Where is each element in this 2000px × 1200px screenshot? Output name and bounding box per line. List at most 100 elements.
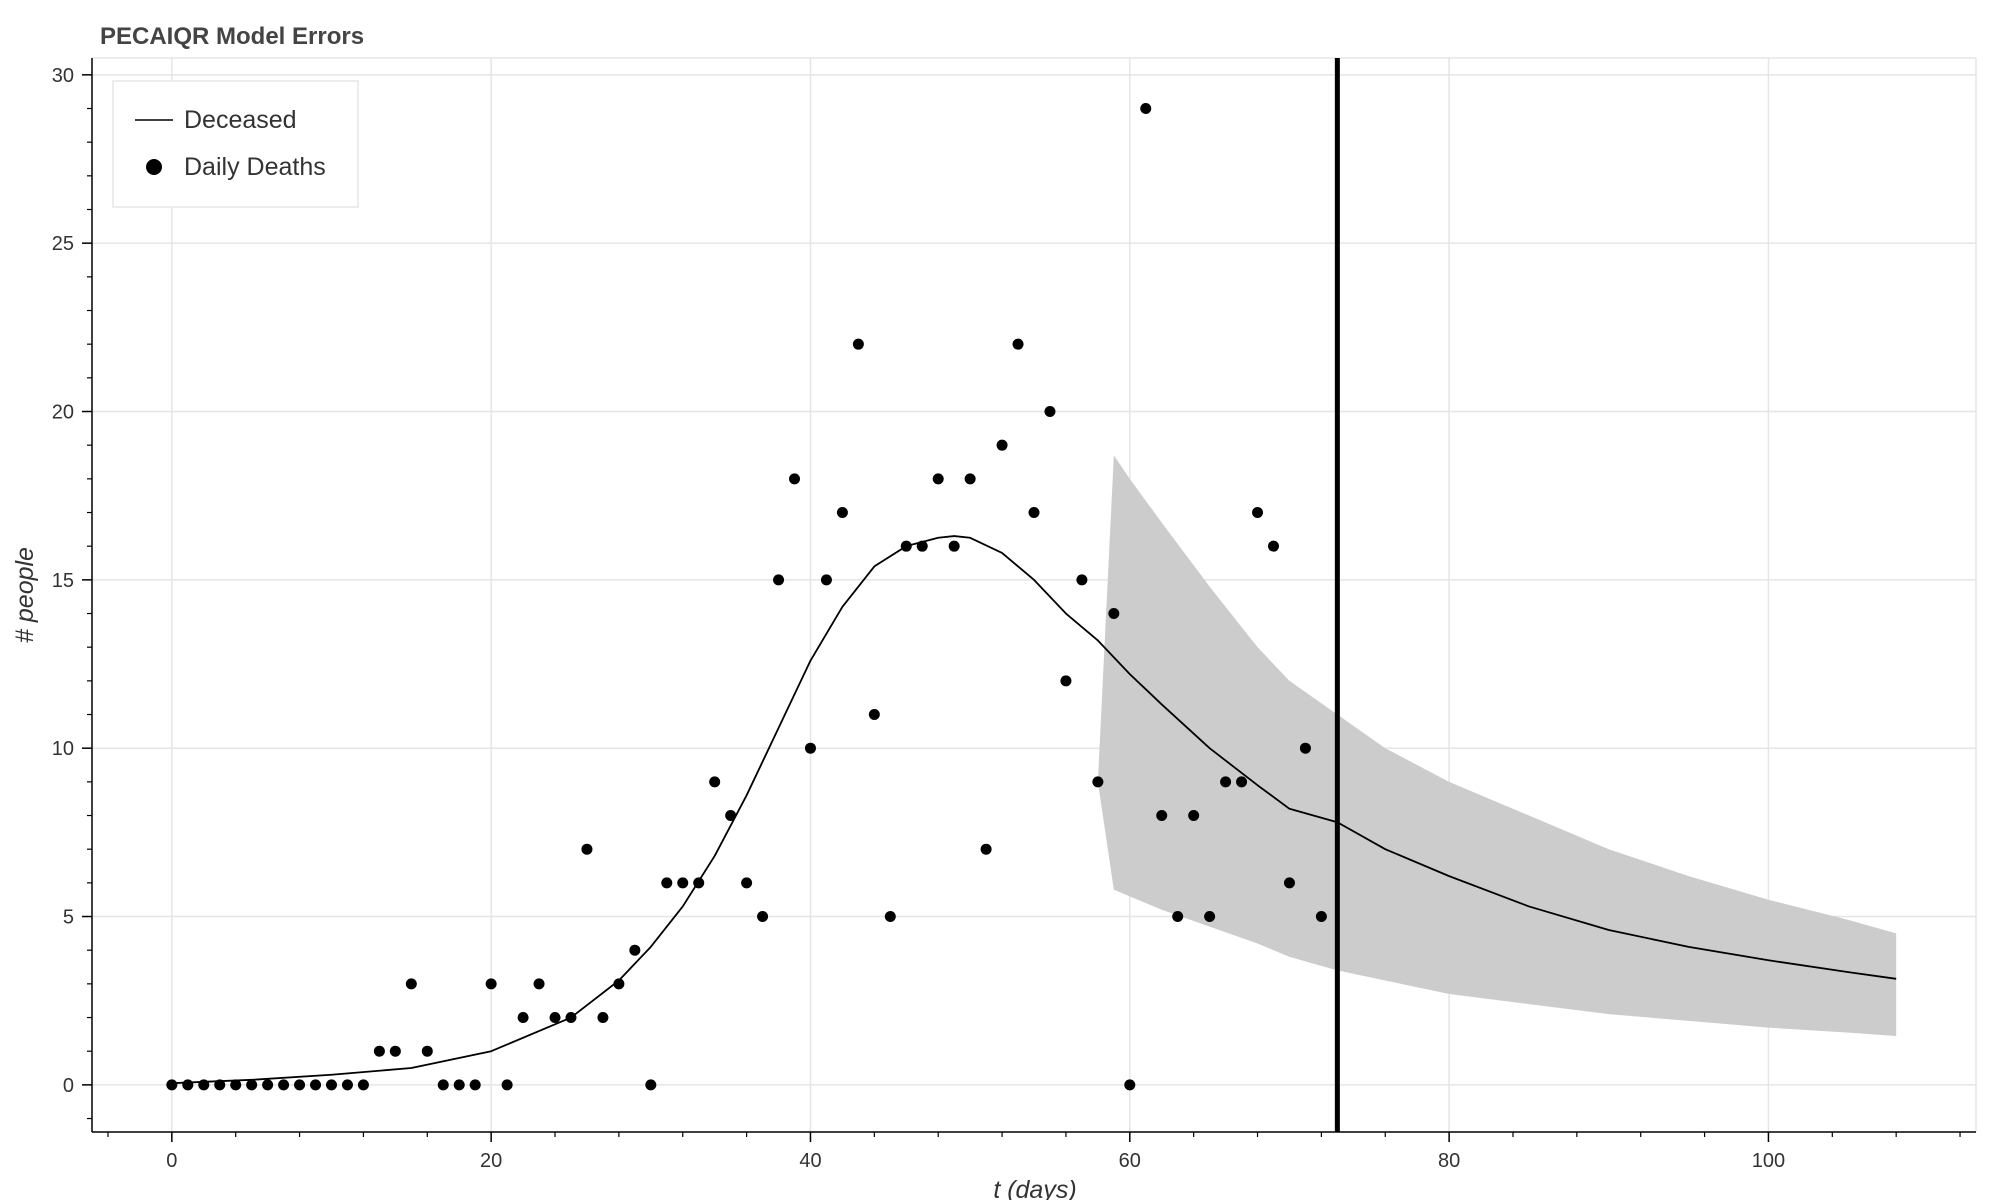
y-tick-label: 10 bbox=[52, 738, 74, 760]
daily-deaths-point bbox=[645, 1079, 657, 1091]
x-tick-label: 80 bbox=[1438, 1150, 1460, 1172]
daily-deaths-point bbox=[789, 473, 801, 485]
daily-deaths-point bbox=[1204, 911, 1216, 923]
legend-marker-swatch bbox=[146, 159, 162, 175]
daily-deaths-point bbox=[884, 911, 896, 923]
daily-deaths-point bbox=[996, 439, 1008, 451]
daily-deaths-point bbox=[1172, 911, 1184, 923]
daily-deaths-point bbox=[613, 978, 625, 990]
x-tick-label: 60 bbox=[1119, 1150, 1141, 1172]
point-layer bbox=[166, 103, 1327, 1091]
legend-box bbox=[112, 80, 359, 208]
daily-deaths-point bbox=[677, 877, 689, 889]
daily-deaths-point bbox=[517, 1012, 529, 1024]
daily-deaths-point bbox=[804, 742, 816, 754]
daily-deaths-point bbox=[357, 1079, 369, 1091]
daily-deaths-point bbox=[1299, 742, 1311, 754]
daily-deaths-point bbox=[868, 709, 880, 721]
daily-deaths-point bbox=[1315, 911, 1327, 923]
daily-deaths-point bbox=[166, 1079, 178, 1091]
daily-deaths-point bbox=[421, 1045, 433, 1057]
daily-deaths-point bbox=[1283, 877, 1295, 889]
x-tick-label: 100 bbox=[1752, 1150, 1785, 1172]
daily-deaths-point bbox=[501, 1079, 513, 1091]
daily-deaths-point bbox=[389, 1045, 401, 1057]
y-axis-label: # people bbox=[11, 547, 39, 643]
daily-deaths-point bbox=[453, 1079, 465, 1091]
chart-title: PECAIQR Model Errors bbox=[100, 23, 364, 50]
daily-deaths-point bbox=[230, 1079, 242, 1091]
axis-layer: 0 5 10 15 20 25 30 0 20 40 60 80 100 bbox=[52, 58, 1976, 1172]
daily-deaths-point bbox=[1012, 338, 1024, 350]
daily-deaths-point bbox=[294, 1079, 306, 1091]
legend-label-daily-deaths: Daily Deaths bbox=[184, 153, 326, 181]
daily-deaths-point bbox=[1236, 776, 1248, 788]
daily-deaths-point bbox=[549, 1012, 561, 1024]
daily-deaths-point bbox=[1156, 810, 1168, 822]
daily-deaths-point bbox=[757, 911, 769, 923]
daily-deaths-point bbox=[437, 1079, 449, 1091]
daily-deaths-point bbox=[182, 1079, 194, 1091]
daily-deaths-point bbox=[1108, 608, 1120, 620]
legend: Deceased Daily Deaths bbox=[112, 80, 359, 208]
daily-deaths-point bbox=[741, 877, 753, 889]
daily-deaths-point bbox=[1252, 507, 1264, 519]
daily-deaths-point bbox=[310, 1079, 322, 1091]
daily-deaths-point bbox=[916, 540, 928, 552]
daily-deaths-point bbox=[932, 473, 944, 485]
daily-deaths-point bbox=[1044, 406, 1056, 418]
daily-deaths-point bbox=[1188, 810, 1200, 822]
x-tick-label: 0 bbox=[166, 1150, 177, 1172]
daily-deaths-point bbox=[1028, 507, 1040, 519]
daily-deaths-point bbox=[820, 574, 832, 586]
y-tick-label: 20 bbox=[52, 402, 74, 424]
daily-deaths-point bbox=[198, 1079, 210, 1091]
daily-deaths-point bbox=[565, 1012, 577, 1024]
y-tick-label: 15 bbox=[52, 570, 74, 592]
daily-deaths-point bbox=[725, 810, 737, 822]
daily-deaths-point bbox=[373, 1045, 385, 1057]
daily-deaths-point bbox=[1076, 574, 1088, 586]
daily-deaths-point bbox=[1124, 1079, 1136, 1091]
x-tick-label: 40 bbox=[799, 1150, 821, 1172]
x-axis-label: t (days) bbox=[993, 1176, 1076, 1200]
daily-deaths-point bbox=[214, 1079, 226, 1091]
daily-deaths-point bbox=[773, 574, 785, 586]
daily-deaths-point bbox=[693, 877, 705, 889]
y-tick-label: 0 bbox=[63, 1075, 74, 1097]
daily-deaths-point bbox=[597, 1012, 609, 1024]
grid-layer bbox=[92, 57, 1977, 1132]
daily-deaths-point bbox=[1140, 103, 1152, 115]
daily-deaths-point bbox=[341, 1079, 353, 1091]
daily-deaths-point bbox=[1092, 776, 1104, 788]
daily-deaths-point bbox=[900, 540, 912, 552]
daily-deaths-point bbox=[709, 776, 721, 788]
daily-deaths-point bbox=[852, 338, 864, 350]
daily-deaths-point bbox=[325, 1079, 337, 1091]
daily-deaths-point bbox=[1267, 540, 1279, 552]
band-layer bbox=[1097, 455, 1897, 1037]
daily-deaths-point bbox=[629, 944, 641, 956]
daily-deaths-point bbox=[1060, 675, 1072, 687]
daily-deaths-point bbox=[581, 843, 593, 855]
daily-deaths-point bbox=[533, 978, 545, 990]
daily-deaths-point bbox=[836, 507, 848, 519]
daily-deaths-point bbox=[469, 1079, 481, 1091]
daily-deaths-point bbox=[278, 1079, 290, 1091]
daily-deaths-point bbox=[405, 978, 417, 990]
daily-deaths-point bbox=[948, 540, 960, 552]
daily-deaths-point bbox=[262, 1079, 274, 1091]
daily-deaths-point bbox=[964, 473, 976, 485]
daily-deaths-point bbox=[661, 877, 673, 889]
y-tick-label: 30 bbox=[52, 65, 74, 87]
uncertainty-band bbox=[1097, 455, 1897, 1037]
y-tick-label: 25 bbox=[52, 233, 74, 255]
legend-label-deceased: Deceased bbox=[184, 106, 297, 134]
x-tick-label: 20 bbox=[480, 1150, 502, 1172]
y-tick-label: 5 bbox=[63, 907, 74, 929]
daily-deaths-point bbox=[980, 843, 992, 855]
daily-deaths-point bbox=[485, 978, 497, 990]
daily-deaths-point bbox=[246, 1079, 258, 1091]
